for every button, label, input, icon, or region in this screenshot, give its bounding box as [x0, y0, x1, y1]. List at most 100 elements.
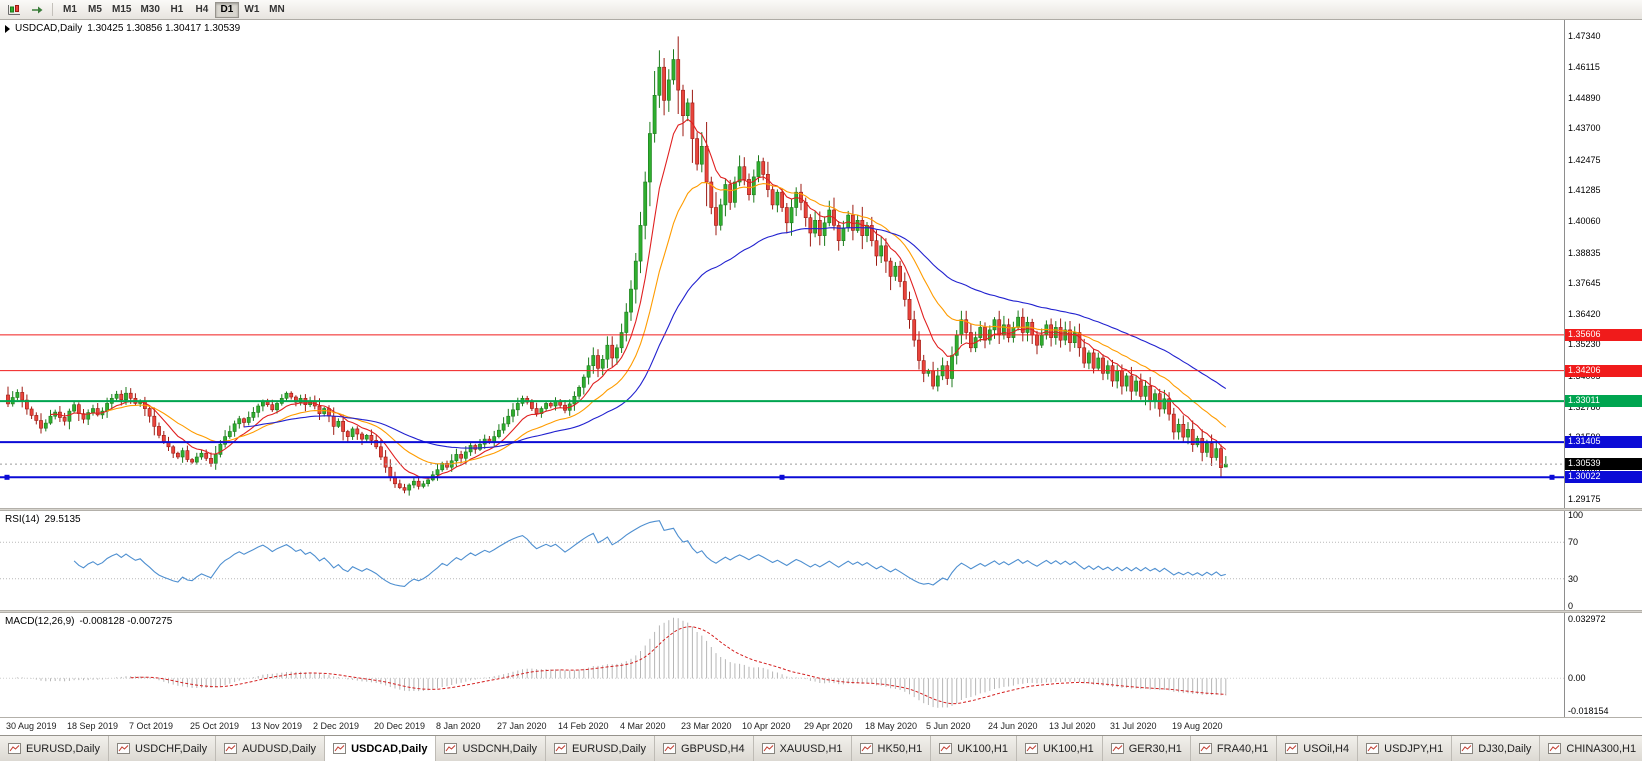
chart-tab-label: EURUSD,Daily	[572, 742, 646, 755]
ma-slow-line[interactable]	[243, 226, 1227, 449]
time-axis-label: 13 Nov 2019	[251, 721, 303, 731]
chart-tab-usdcad-daily[interactable]: USDCAD,Daily	[325, 736, 437, 761]
line-handle[interactable]	[1549, 474, 1555, 480]
chart-tab-usdcnh-daily[interactable]: USDCNH,Daily	[436, 736, 547, 761]
timeframe-button-mn[interactable]: MN	[265, 2, 289, 18]
candlestick-chart-icon[interactable]	[3, 1, 24, 18]
chart-tab-icon	[444, 743, 458, 754]
rsi-pane[interactable]: RSI(14) 29.5135	[0, 511, 1642, 610]
chart-title: USDCAD,Daily 1.30425 1.30856 1.30417 1.3…	[5, 23, 240, 34]
chart-tab-xauusd-h1[interactable]: XAUUSD,H1	[753, 736, 852, 761]
chart-tab-icon	[224, 743, 238, 754]
pane-splitter-macd[interactable]	[0, 610, 1642, 613]
macd-chart-canvas[interactable]	[0, 613, 1564, 717]
rsi-chart-canvas[interactable]	[0, 511, 1564, 610]
time-axis-label: 7 Oct 2019	[129, 721, 174, 731]
timeframe-button-h4[interactable]: H4	[190, 2, 214, 18]
macd-pane[interactable]: MACD(12,26,9) -0.008128 -0.007275	[0, 613, 1642, 717]
chart-tab-label: EURUSD,Daily	[26, 742, 100, 755]
time-axis[interactable]: 30 Aug 2019 18 Sep 2019 7 Oct 2019 25 Oct 2…	[0, 717, 1642, 735]
time-axis-label: 24 Jun 2020	[988, 721, 1038, 731]
time-axis-label: 25 Oct 2019	[190, 721, 240, 731]
line-handle[interactable]	[4, 474, 10, 480]
price-pane[interactable]: USDCAD,Daily 1.30425 1.30856 1.30417 1.3…	[0, 20, 1642, 508]
time-axis-label: 30 Aug 2019	[6, 721, 57, 731]
chart-tab-label: HK50,H1	[877, 742, 923, 755]
chart-tab-uk100-h1[interactable]: UK100,H1	[931, 736, 1017, 761]
auto-scroll-glyph	[31, 6, 42, 13]
auto-scroll-icon[interactable]	[26, 1, 47, 18]
chart-tab-usdchf-daily[interactable]: USDCHF,Daily	[108, 736, 217, 761]
chart-tab-icon	[1366, 743, 1380, 754]
chart-tab-usoil-h4[interactable]: USOil,H4	[1277, 736, 1359, 761]
level-price-label: 1.34206	[1565, 365, 1642, 377]
time-axis-label: 5 Jun 2020	[926, 721, 971, 731]
chart-tab-label: USDCNH,Daily	[462, 742, 538, 755]
price-tick-label: 1.37645	[1568, 278, 1601, 288]
time-axis-label: 18 Sep 2019	[67, 721, 119, 731]
chart-tab-icon	[8, 743, 21, 754]
chart-tab-label: UK100,H1	[1042, 742, 1094, 755]
chart-tab-label: XAUUSD,H1	[779, 742, 843, 755]
ma-fast-line[interactable]	[50, 118, 1227, 479]
timeframe-button-m15[interactable]: M15	[108, 2, 135, 18]
price-chart-canvas[interactable]	[0, 20, 1564, 508]
macd-indicator-label: MACD(12,26,9) -0.008128 -0.007275	[5, 616, 172, 627]
price-tick-label: 1.42475	[1568, 155, 1601, 165]
chart-tab-hk50-h1[interactable]: HK50,H1	[851, 736, 932, 761]
chart-tab-icon	[1024, 743, 1038, 754]
chart-tab-ger30-h1[interactable]: GER30,H1	[1102, 736, 1191, 761]
chart-tab-icon	[939, 743, 953, 754]
candlestick-chart-glyph	[7, 4, 20, 15]
timeframe-button-m30[interactable]: M30	[136, 2, 163, 18]
rsi-line	[73, 520, 1226, 587]
chart-tab-dj30-daily[interactable]: DJ30,Daily	[1452, 736, 1541, 761]
price-tick-label: 1.40060	[1568, 216, 1601, 226]
time-axis-label: 13 Jul 2020	[1049, 721, 1096, 731]
chart-tab-uk100-h1[interactable]: UK100,H1	[1016, 736, 1103, 761]
timeframe-button-m5[interactable]: M5	[83, 2, 107, 18]
pane-splitter-rsi[interactable]	[0, 508, 1642, 511]
price-tick-label: 1.47340	[1568, 31, 1601, 41]
timeframe-button-w1[interactable]: W1	[240, 2, 264, 18]
timeframe-button-m1[interactable]: M1	[58, 2, 82, 18]
price-tick-label: 1.43700	[1568, 123, 1601, 133]
quick-trade-arrow-icon[interactable]	[5, 24, 10, 33]
chart-tab-china300-h1[interactable]: CHINA300,H1	[1540, 736, 1642, 761]
chart-tab-icon	[554, 743, 568, 754]
price-tick-label: 1.41285	[1568, 185, 1601, 195]
chart-tab-icon	[1285, 743, 1299, 754]
time-axis-label: 14 Feb 2020	[558, 721, 609, 731]
chart-tab-fra40-h1[interactable]: FRA40,H1	[1190, 736, 1278, 761]
chart-tab-eurusd-daily[interactable]: EURUSD,Daily	[0, 736, 109, 761]
price-tick-label: 1.44890	[1568, 93, 1601, 103]
chart-tab-label: GBPUSD,H4	[681, 742, 745, 755]
toolbar-separator	[52, 3, 53, 16]
rsi-tick-label: 100	[1568, 510, 1584, 520]
price-tick-label: 1.36420	[1568, 309, 1601, 319]
level-price-label: 1.31405	[1565, 436, 1642, 448]
chart-tab-icon	[1110, 743, 1124, 754]
price-axis[interactable]: 1.47340 1.46115 1.44890 1.43700 1.42475 1.412…	[1564, 20, 1642, 717]
chart-tab-usdjpy-h1[interactable]: USDJPY,H1	[1358, 736, 1453, 761]
timeframe-button-d1[interactable]: D1	[214, 1, 239, 18]
price-tick-label: 1.29175	[1568, 494, 1601, 504]
price-tick-label: 1.46115	[1568, 62, 1600, 72]
chart-tab-gbpusd-h4[interactable]: GBPUSD,H4	[655, 736, 754, 761]
timeframe-button-h1[interactable]: H1	[165, 2, 189, 18]
line-handle[interactable]	[779, 474, 785, 480]
chart-tab-audusd-daily[interactable]: AUDUSD,Daily	[216, 736, 326, 761]
time-axis-label: 20 Dec 2019	[374, 721, 426, 731]
time-axis-label: 2 Dec 2019	[313, 721, 360, 731]
time-axis-label: 8 Jan 2020	[436, 721, 481, 731]
chart-tab-label: GER30,H1	[1128, 742, 1182, 755]
chart-tab-label: UK100,H1	[957, 742, 1008, 755]
chart-tab-label: CHINA300,H1	[1566, 742, 1637, 755]
chart-tabbar: EURUSD,Daily USDCHF,Daily AUDUSD,Daily USDC…	[0, 735, 1642, 761]
current-price-label: 1.30539	[1565, 458, 1642, 470]
candlestick-series	[6, 36, 1228, 496]
rsi-indicator-label: RSI(14) 29.5135	[5, 514, 81, 525]
chart-tab-label: USDCHF,Daily	[134, 742, 208, 755]
ma-mid-line[interactable]	[106, 182, 1227, 465]
chart-tab-eurusd-daily[interactable]: EURUSD,Daily	[546, 736, 655, 761]
